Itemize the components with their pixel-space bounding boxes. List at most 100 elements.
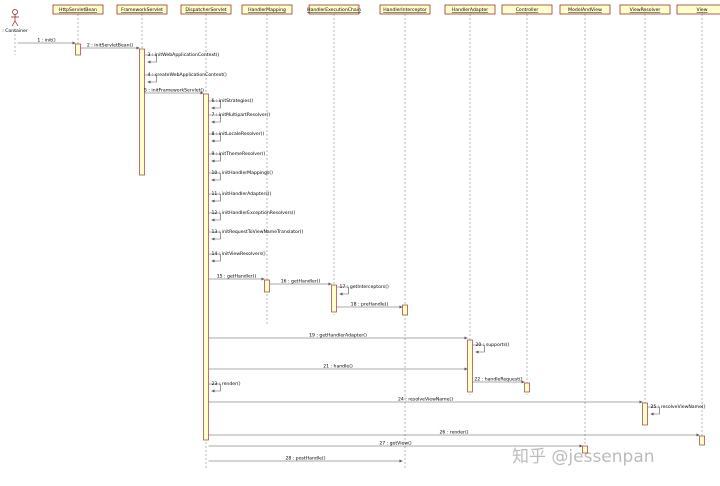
self-message bbox=[647, 406, 660, 415]
arrowhead bbox=[211, 389, 215, 393]
participant-box bbox=[180, 4, 232, 15]
participant-label: HandlerMapping bbox=[248, 7, 286, 13]
participant-label: FrameworkServlet bbox=[121, 7, 163, 13]
message-label: 22 : handleRequest() bbox=[474, 377, 522, 383]
message-label: 26 : render() bbox=[439, 430, 468, 436]
arrowhead bbox=[328, 282, 332, 286]
self-message bbox=[208, 231, 221, 240]
activation bbox=[402, 304, 408, 316]
message-label: 18 : preHandle() bbox=[351, 302, 389, 308]
message-label: 11 : initHandlerAdapters() bbox=[212, 191, 272, 197]
arrowhead bbox=[579, 444, 583, 448]
self-message bbox=[208, 253, 221, 262]
activation bbox=[699, 435, 705, 446]
message-label: 15 : getHandler() bbox=[217, 274, 257, 280]
arrowhead bbox=[211, 120, 215, 124]
arrowhead bbox=[211, 218, 215, 222]
message-label: 27 : getView() bbox=[379, 441, 412, 447]
self-message bbox=[144, 74, 157, 83]
activation bbox=[642, 402, 648, 426]
message-label: 21 : handle() bbox=[323, 364, 353, 370]
participant-box bbox=[52, 4, 104, 15]
message-label: 5 : initFrameworkServlet() bbox=[144, 88, 204, 94]
message-label: 12 : initHandlerExceptionResolvers() bbox=[212, 210, 296, 216]
arrowhead bbox=[696, 433, 700, 437]
participant-box bbox=[241, 4, 293, 15]
message-label: 13 : initRequestToViewNameTranslator() bbox=[212, 229, 304, 235]
self-message bbox=[472, 344, 485, 353]
self-message bbox=[208, 172, 221, 181]
message-label: 28 : postHandle() bbox=[285, 456, 325, 462]
participant-label: View bbox=[697, 7, 708, 13]
message-label: 2 : initServletBean() bbox=[87, 43, 133, 49]
message-label: 4 : createWebApplicationContext() bbox=[148, 72, 227, 78]
message-label: 19 : getHandlerAdapter() bbox=[309, 333, 367, 339]
participant-label: HttpServletBean bbox=[59, 7, 97, 13]
arrowhead bbox=[399, 459, 403, 463]
arrowhead bbox=[475, 350, 479, 354]
arrowhead bbox=[261, 277, 265, 281]
participant-label: HandlerInterceptor bbox=[383, 7, 427, 13]
participant-label: HandlerExecutionChain bbox=[307, 7, 361, 13]
activation bbox=[331, 284, 337, 313]
self-message bbox=[208, 212, 221, 221]
participant-box bbox=[559, 4, 611, 15]
arrowhead bbox=[211, 199, 215, 203]
activation bbox=[582, 445, 588, 454]
arrowhead bbox=[147, 60, 151, 64]
participant-box bbox=[379, 4, 431, 15]
message-label: 1 : init() bbox=[37, 38, 55, 44]
activation bbox=[203, 93, 209, 441]
message-label: 20 : supports() bbox=[476, 342, 510, 348]
activation bbox=[467, 339, 473, 393]
activation bbox=[524, 382, 530, 393]
message-label: 17 : getInterceptors() bbox=[340, 284, 389, 290]
activation bbox=[75, 43, 81, 56]
arrowhead bbox=[72, 41, 76, 45]
message-label: 7 : initMultipartResolver() bbox=[212, 112, 271, 118]
message-label: 25 : resolveViewName() bbox=[651, 404, 706, 410]
participant-label: DispatcherServlet bbox=[185, 7, 226, 13]
arrowhead bbox=[200, 91, 204, 95]
participant-box bbox=[619, 4, 671, 15]
arrowhead bbox=[399, 305, 403, 309]
participant-box bbox=[676, 4, 720, 15]
message-label: 10 : initHandlerMappings() bbox=[212, 170, 274, 176]
arrowhead bbox=[521, 380, 525, 384]
actor-body bbox=[11, 14, 19, 27]
message-label: 24 : resolveViewName() bbox=[398, 397, 453, 403]
participant-label: ModelAndView bbox=[568, 7, 602, 13]
arrowhead bbox=[147, 80, 151, 84]
arrowhead bbox=[211, 106, 215, 110]
self-message bbox=[144, 54, 157, 63]
arrowhead bbox=[650, 412, 654, 416]
self-message bbox=[208, 383, 221, 392]
message-label: 6 : initStrategies() bbox=[212, 98, 254, 104]
arrowhead bbox=[211, 237, 215, 241]
arrowhead bbox=[211, 259, 215, 263]
arrowhead bbox=[639, 400, 643, 404]
participant-box bbox=[501, 4, 553, 15]
watermark: 知乎 @jessenpan bbox=[512, 447, 655, 467]
arrowhead bbox=[464, 367, 468, 371]
arrowhead bbox=[339, 292, 343, 296]
participant-label: : Container bbox=[2, 28, 28, 34]
arrowhead bbox=[211, 139, 215, 143]
actor-head bbox=[12, 9, 18, 15]
activation bbox=[264, 279, 270, 293]
message-label: 23 : render() bbox=[212, 381, 241, 387]
participant-label: ViewResolver bbox=[630, 7, 661, 13]
self-message bbox=[208, 100, 221, 109]
message-label: 3 : initWebApplicationContext() bbox=[148, 52, 220, 58]
arrowhead bbox=[464, 336, 468, 340]
participant-box bbox=[116, 4, 168, 15]
arrowhead bbox=[211, 159, 215, 163]
message-label: 14 : initViewResolvers() bbox=[212, 251, 266, 257]
participant-box bbox=[444, 4, 496, 15]
arrowhead bbox=[211, 178, 215, 182]
self-message bbox=[208, 114, 221, 123]
self-message bbox=[208, 193, 221, 202]
arrowhead bbox=[136, 46, 140, 50]
activation bbox=[139, 48, 145, 176]
